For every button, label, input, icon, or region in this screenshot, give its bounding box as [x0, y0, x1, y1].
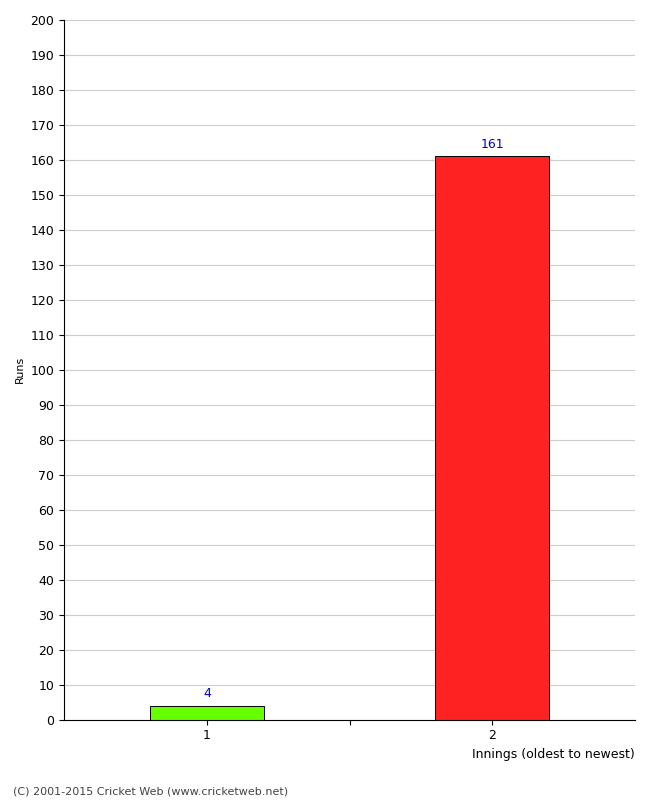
Bar	[436, 157, 549, 720]
Y-axis label: Runs: Runs	[15, 356, 25, 383]
X-axis label: Innings (oldest to newest): Innings (oldest to newest)	[473, 748, 635, 761]
Text: 161: 161	[480, 138, 504, 151]
Text: (C) 2001-2015 Cricket Web (www.cricketweb.net): (C) 2001-2015 Cricket Web (www.cricketwe…	[13, 786, 288, 796]
Text: 4: 4	[203, 687, 211, 701]
Bar	[150, 706, 264, 720]
